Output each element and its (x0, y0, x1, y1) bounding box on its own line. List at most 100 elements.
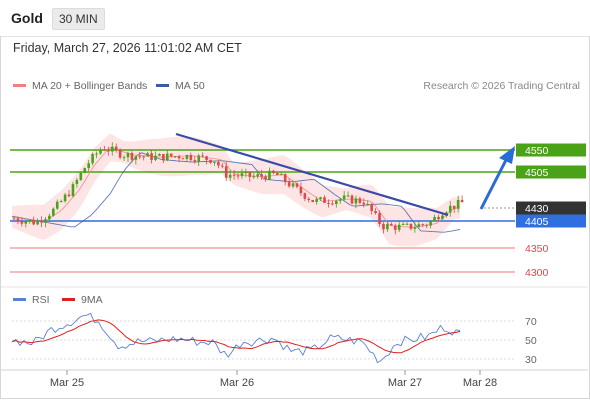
candle-body (63, 194, 67, 202)
candle-body (173, 156, 177, 158)
candle-body (193, 160, 197, 162)
candle-body (433, 216, 436, 222)
candle-body (177, 156, 181, 159)
candle-body (36, 220, 39, 225)
candle-body (48, 215, 51, 220)
candle-body (162, 153, 165, 161)
candle-body (103, 149, 106, 151)
candle-body (307, 198, 311, 201)
candle-body (83, 168, 87, 173)
candle-body (185, 154, 189, 159)
candle-body (244, 171, 248, 174)
forecast-arrow-shaft (479, 159, 508, 210)
candle-body (331, 203, 334, 205)
candle-body (114, 146, 118, 150)
rsi-line (11, 312, 461, 364)
candle-body (221, 165, 224, 167)
candle-body (429, 221, 432, 226)
candle-body (91, 154, 94, 164)
price-tag-4550 (516, 143, 586, 157)
rsi-ma-line (11, 319, 461, 354)
candle-body (197, 155, 201, 162)
rsi-label-70: 70 (525, 316, 537, 328)
candle-body (456, 199, 460, 209)
candle-body (287, 182, 291, 187)
rsi-label-30: 30 (525, 354, 537, 366)
candle-body (393, 225, 397, 230)
candle-body (213, 161, 216, 163)
candle-body (240, 173, 244, 177)
candle-body (107, 150, 110, 152)
ma50-legend: MA 50 (156, 80, 205, 92)
candle-body (342, 195, 346, 200)
rsi-swatch (13, 297, 26, 301)
candle-body (95, 153, 98, 155)
candle-body (334, 200, 338, 205)
timeframe-button[interactable]: 30 MIN (52, 8, 105, 30)
candle-body (232, 174, 236, 176)
candle-body (311, 200, 315, 202)
candle-body (295, 183, 299, 187)
candle-body (362, 202, 366, 205)
x-tick-label: Mar 26 (220, 377, 254, 389)
candle-body (110, 146, 114, 152)
price-label-4505: 4505 (525, 167, 549, 179)
trendline (175, 132, 449, 217)
candle-body (386, 224, 389, 230)
candle-body (382, 223, 385, 230)
ma50-line (11, 152, 461, 233)
candle-body (165, 153, 169, 161)
candle-body (319, 197, 322, 200)
candle-body (283, 174, 287, 183)
candle-body (397, 224, 401, 230)
candle-body (323, 197, 326, 203)
top-bar: Gold 30 MIN (0, 0, 590, 37)
ma50-legend-label: MA 50 (175, 80, 205, 92)
candle-body (409, 223, 413, 229)
candle-body (134, 156, 138, 160)
candle-body (201, 155, 204, 157)
forecast-arrow-head (499, 146, 515, 164)
candle-body (417, 224, 421, 228)
ma20-legend: MA 20 + Bollinger Bands (13, 80, 147, 92)
candle-body (122, 157, 126, 159)
candle-body (315, 199, 318, 202)
copyright-text: Research © 2026 Trading Central (423, 80, 580, 92)
rsi-legend-label: RSI (32, 294, 50, 306)
price-tag-4505 (516, 165, 586, 179)
candle-body (291, 183, 295, 187)
candle-body (338, 199, 342, 201)
candle-body (327, 202, 330, 204)
candle-body (20, 221, 24, 224)
candle-body (460, 199, 464, 203)
candle-body (303, 193, 307, 199)
candle-body (87, 163, 90, 169)
candle-body (346, 195, 350, 197)
candle-body (260, 174, 263, 177)
x-tick-label: Mar 27 (388, 377, 422, 389)
candle-body (421, 224, 425, 226)
candle-body (169, 153, 173, 157)
candle-body (264, 176, 267, 180)
rsi-label-50: 50 (525, 335, 537, 347)
ma20-line (11, 146, 461, 228)
candle-body (99, 149, 102, 154)
price-label-4405: 4405 (525, 216, 549, 228)
candle-body (358, 198, 362, 203)
x-tick-label: Mar 25 (50, 377, 84, 389)
candle-body (437, 216, 440, 220)
candle-body (75, 179, 79, 185)
chart-datetime: Friday, March 27, 2026 11:01:02 AM CET (13, 41, 242, 55)
candle-body (79, 172, 83, 180)
candle-body (71, 184, 75, 197)
candle-body (118, 149, 122, 158)
candle-body (390, 224, 393, 226)
candle-body (28, 219, 32, 222)
ma20-legend-label: MA 20 + Bollinger Bands (32, 80, 148, 92)
candle-body (154, 155, 157, 161)
rsi-ma-legend-label: 9MA (81, 294, 103, 306)
candle-body (52, 208, 55, 216)
candle-body (401, 223, 405, 225)
candle-body (209, 159, 212, 163)
